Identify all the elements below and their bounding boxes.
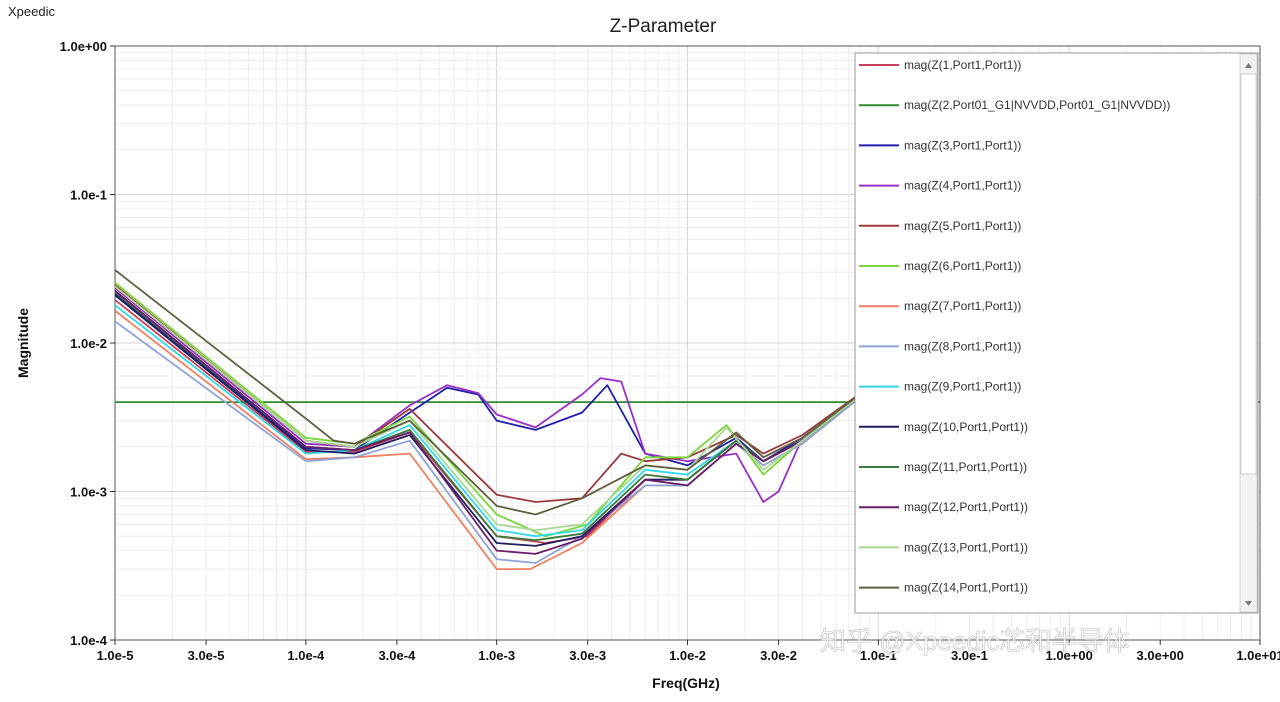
watermark: 知乎 @Xpeedic芯和半导体 [820,626,1130,656]
y-tick-label: 1.0e+00 [60,39,107,54]
chart-title: Z-Parameter [610,16,717,37]
legend-label: mag(Z(8,Port1,Port1)) [904,339,1021,353]
x-tick-label: 3.0e-2 [760,648,797,663]
x-tick-label: 3.0e-4 [378,648,416,663]
legend: mag(Z(1,Port1,Port1)) mag(Z(2,Port01_G1|N… [854,52,1259,614]
legend-box [854,52,1259,614]
legend-label: mag(Z(11,Port1,Port1)) [904,460,1027,474]
x-tick-label: 3.0e-5 [188,648,225,663]
x-tick-label: 1.0e+00 [1045,648,1092,663]
series-line-5 [115,212,1070,503]
legend-label: mag(Z(3,Port1,Port1)) [904,138,1021,152]
legend-label: mag(Z(6,Port1,Port1)) [904,259,1021,273]
legend-label: mag(Z(4,Port1,Port1)) [904,179,1021,193]
x-tick-label: 1.0e+01 [1236,648,1280,663]
legend-scrollbar[interactable] [1239,53,1258,613]
x-tick-label: 1.0e-5 [97,648,134,663]
x-axis-label: Freq(GHz) [652,675,720,691]
legend-label: mag(Z(2,Port01_G1|NVVDD,Port01_G1|NVVDD)… [904,98,1170,112]
legend-label: mag(Z(9,Port1,Port1)) [904,380,1021,394]
scrollbar-thumb[interactable] [1240,73,1257,475]
x-tick-label: 1.0e-2 [669,648,706,663]
legend-label: mag(Z(1,Port1,Port1)) [904,58,1021,72]
scroll-up-icon[interactable] [1245,63,1252,68]
y-axis-label: Magnitude [15,308,31,378]
legend-label: mag(Z(5,Port1,Port1)) [904,219,1021,233]
x-tick-label: 1.0e-4 [287,648,325,663]
y-tick-label: 1.0e-1 [70,188,107,203]
x-tick-label: 3.0e-1 [951,648,988,663]
series-line-8 [115,212,1070,564]
app-title: Xpeedic [8,4,55,19]
legend-label: mag(Z(13,Port1,Port1)) [904,540,1028,554]
x-tick-label: 1.0e-3 [478,648,515,663]
series-line-14 [115,212,1070,516]
x-tick-label: 3.0e-3 [569,648,606,663]
legend-label: mag(Z(7,Port1,Port1)) [904,299,1021,313]
legend-label: mag(Z(10,Port1,Port1)) [904,420,1028,434]
scroll-down-icon[interactable] [1245,601,1252,606]
x-tick-label: 3.0e+00 [1137,648,1184,663]
x-axis-ticks: 1.0e-5 3.0e-5 1.0e-4 3.0e-4 1.0e-3 3.0e-3 1.0e… [97,640,1280,663]
y-tick-label: 1.0e-2 [70,336,107,351]
y-tick-label: 1.0e-4 [70,633,108,648]
legend-label: mag(Z(14,Port1,Port1)) [904,581,1028,595]
x-tick-label: 1.0e-1 [860,648,897,663]
series-group [115,212,1260,570]
y-axis-ticks: 1.0e+00 1.0e-1 1.0e-2 1.0e-3 1.0e-4 [60,39,115,648]
y-tick-label: 1.0e-3 [70,485,107,500]
legend-label: mag(Z(12,Port1,Port1)) [904,500,1028,514]
